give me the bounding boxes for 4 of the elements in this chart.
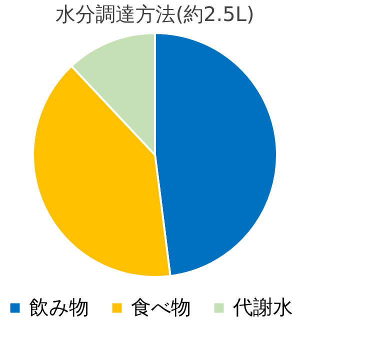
chart-title: 水分調達方法(約2.5L) (56, 2, 254, 26)
legend-label: 飲み物 (29, 295, 89, 319)
legend-label: 代謝水 (232, 295, 293, 319)
legend-label: 食べ物 (131, 295, 191, 319)
